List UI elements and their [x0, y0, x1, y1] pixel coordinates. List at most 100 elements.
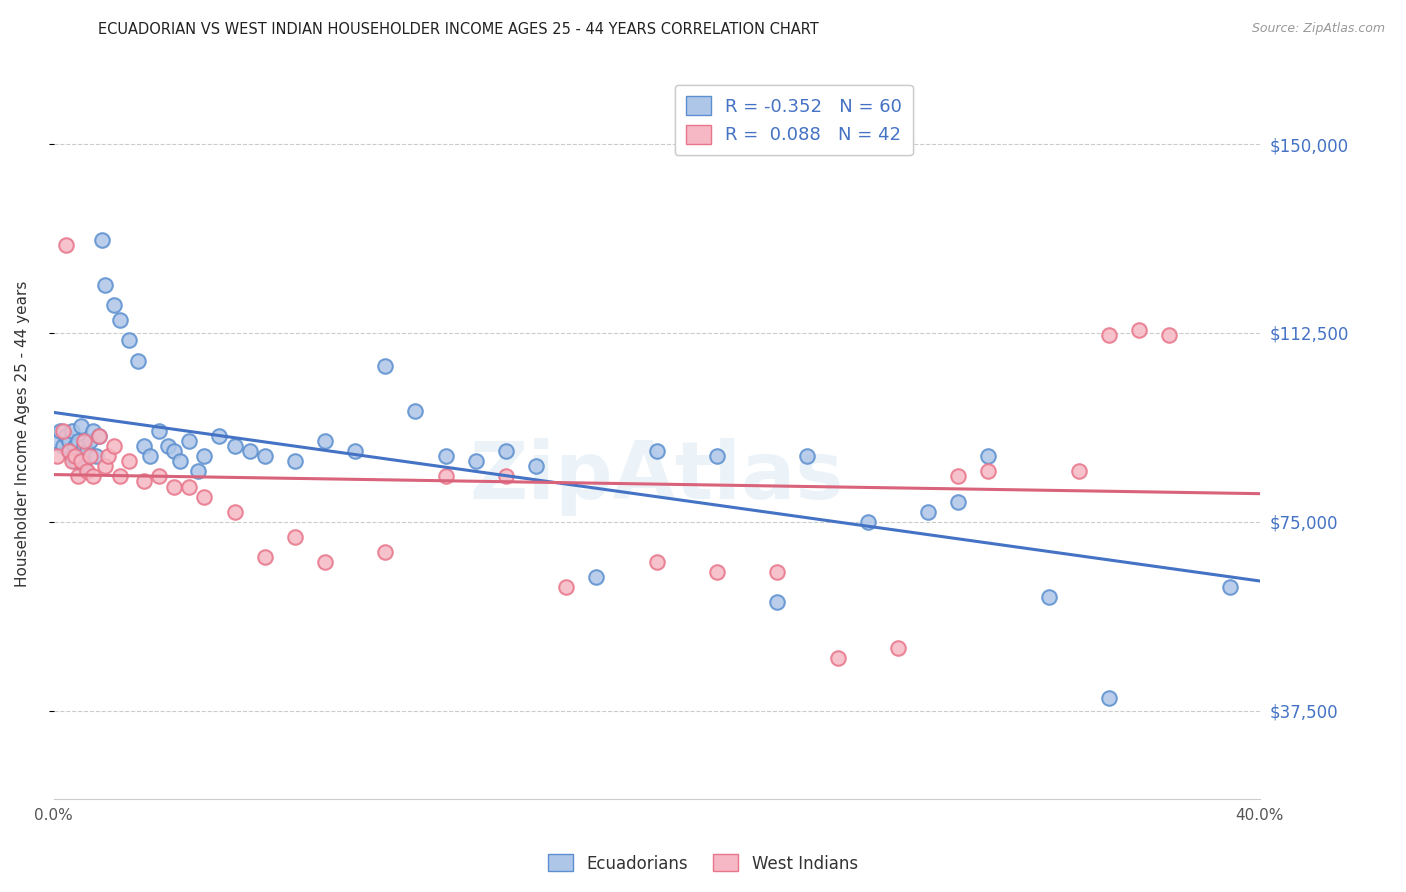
- Point: [48, 424, 70, 438]
- Point: [52, 439, 75, 453]
- Point: [94, 278, 117, 293]
- Point: [193, 490, 215, 504]
- Point: [63, 450, 86, 464]
- Point: [118, 334, 141, 348]
- Point: [84, 450, 107, 464]
- Point: [208, 429, 231, 443]
- Point: [58, 444, 80, 458]
- Point: [179, 434, 201, 449]
- Point: [434, 450, 457, 464]
- Point: [163, 444, 186, 458]
- Point: [73, 459, 96, 474]
- Point: [157, 439, 180, 453]
- Text: Source: ZipAtlas.com: Source: ZipAtlas.com: [1251, 22, 1385, 36]
- Point: [63, 439, 86, 453]
- Point: [58, 434, 80, 449]
- Point: [69, 454, 91, 468]
- Point: [132, 439, 155, 453]
- Point: [827, 650, 849, 665]
- Point: [73, 439, 96, 453]
- Point: [977, 450, 1000, 464]
- Point: [374, 545, 396, 559]
- Point: [887, 640, 910, 655]
- Legend: R = -0.352   N = 60, R =  0.088   N = 42: R = -0.352 N = 60, R = 0.088 N = 42: [675, 85, 912, 155]
- Point: [82, 424, 104, 438]
- Point: [97, 450, 120, 464]
- Point: [555, 580, 578, 594]
- Point: [76, 444, 98, 458]
- Point: [706, 450, 728, 464]
- Point: [108, 469, 131, 483]
- Legend: Ecuadorians, West Indians: Ecuadorians, West Indians: [541, 847, 865, 880]
- Point: [66, 469, 89, 483]
- Point: [1038, 591, 1060, 605]
- Point: [766, 595, 789, 609]
- Point: [169, 454, 191, 468]
- Point: [127, 353, 149, 368]
- Point: [1098, 691, 1121, 706]
- Point: [1219, 580, 1241, 594]
- Point: [464, 454, 486, 468]
- Point: [79, 434, 101, 449]
- Point: [148, 424, 170, 438]
- Point: [69, 419, 91, 434]
- Point: [103, 298, 125, 312]
- Point: [148, 469, 170, 483]
- Point: [45, 434, 67, 449]
- Y-axis label: Householder Income Ages 25 - 44 years: Householder Income Ages 25 - 44 years: [15, 280, 30, 587]
- Point: [1128, 323, 1150, 337]
- Point: [977, 464, 1000, 478]
- Point: [224, 505, 246, 519]
- Point: [404, 404, 426, 418]
- Point: [73, 434, 96, 449]
- Point: [344, 444, 367, 458]
- Point: [314, 434, 336, 449]
- Point: [193, 450, 215, 464]
- Point: [132, 475, 155, 489]
- Point: [856, 515, 879, 529]
- Point: [66, 450, 89, 464]
- Point: [917, 505, 939, 519]
- Point: [60, 450, 83, 464]
- Point: [524, 459, 547, 474]
- Point: [253, 549, 276, 564]
- Point: [374, 359, 396, 373]
- Point: [1098, 328, 1121, 343]
- Point: [495, 444, 517, 458]
- Text: ECUADORIAN VS WEST INDIAN HOUSEHOLDER INCOME AGES 25 - 44 YEARS CORRELATION CHAR: ECUADORIAN VS WEST INDIAN HOUSEHOLDER IN…: [98, 22, 820, 37]
- Point: [163, 479, 186, 493]
- Point: [645, 444, 668, 458]
- Point: [139, 450, 162, 464]
- Point: [179, 479, 201, 493]
- Point: [434, 469, 457, 483]
- Point: [58, 444, 80, 458]
- Point: [1159, 328, 1181, 343]
- Point: [224, 439, 246, 453]
- Point: [948, 494, 970, 508]
- Point: [766, 565, 789, 579]
- Point: [55, 237, 77, 252]
- Point: [82, 469, 104, 483]
- Point: [87, 429, 110, 443]
- Point: [284, 530, 307, 544]
- Point: [79, 450, 101, 464]
- Point: [284, 454, 307, 468]
- Point: [60, 424, 83, 438]
- Point: [63, 454, 86, 468]
- Point: [187, 464, 209, 478]
- Point: [55, 429, 77, 443]
- Point: [52, 424, 75, 438]
- Point: [66, 434, 89, 449]
- Point: [60, 454, 83, 468]
- Point: [45, 450, 67, 464]
- Point: [87, 429, 110, 443]
- Point: [495, 469, 517, 483]
- Point: [76, 464, 98, 478]
- Point: [239, 444, 262, 458]
- Point: [103, 439, 125, 453]
- Point: [645, 555, 668, 569]
- Point: [706, 565, 728, 579]
- Point: [948, 469, 970, 483]
- Point: [94, 459, 117, 474]
- Point: [796, 450, 818, 464]
